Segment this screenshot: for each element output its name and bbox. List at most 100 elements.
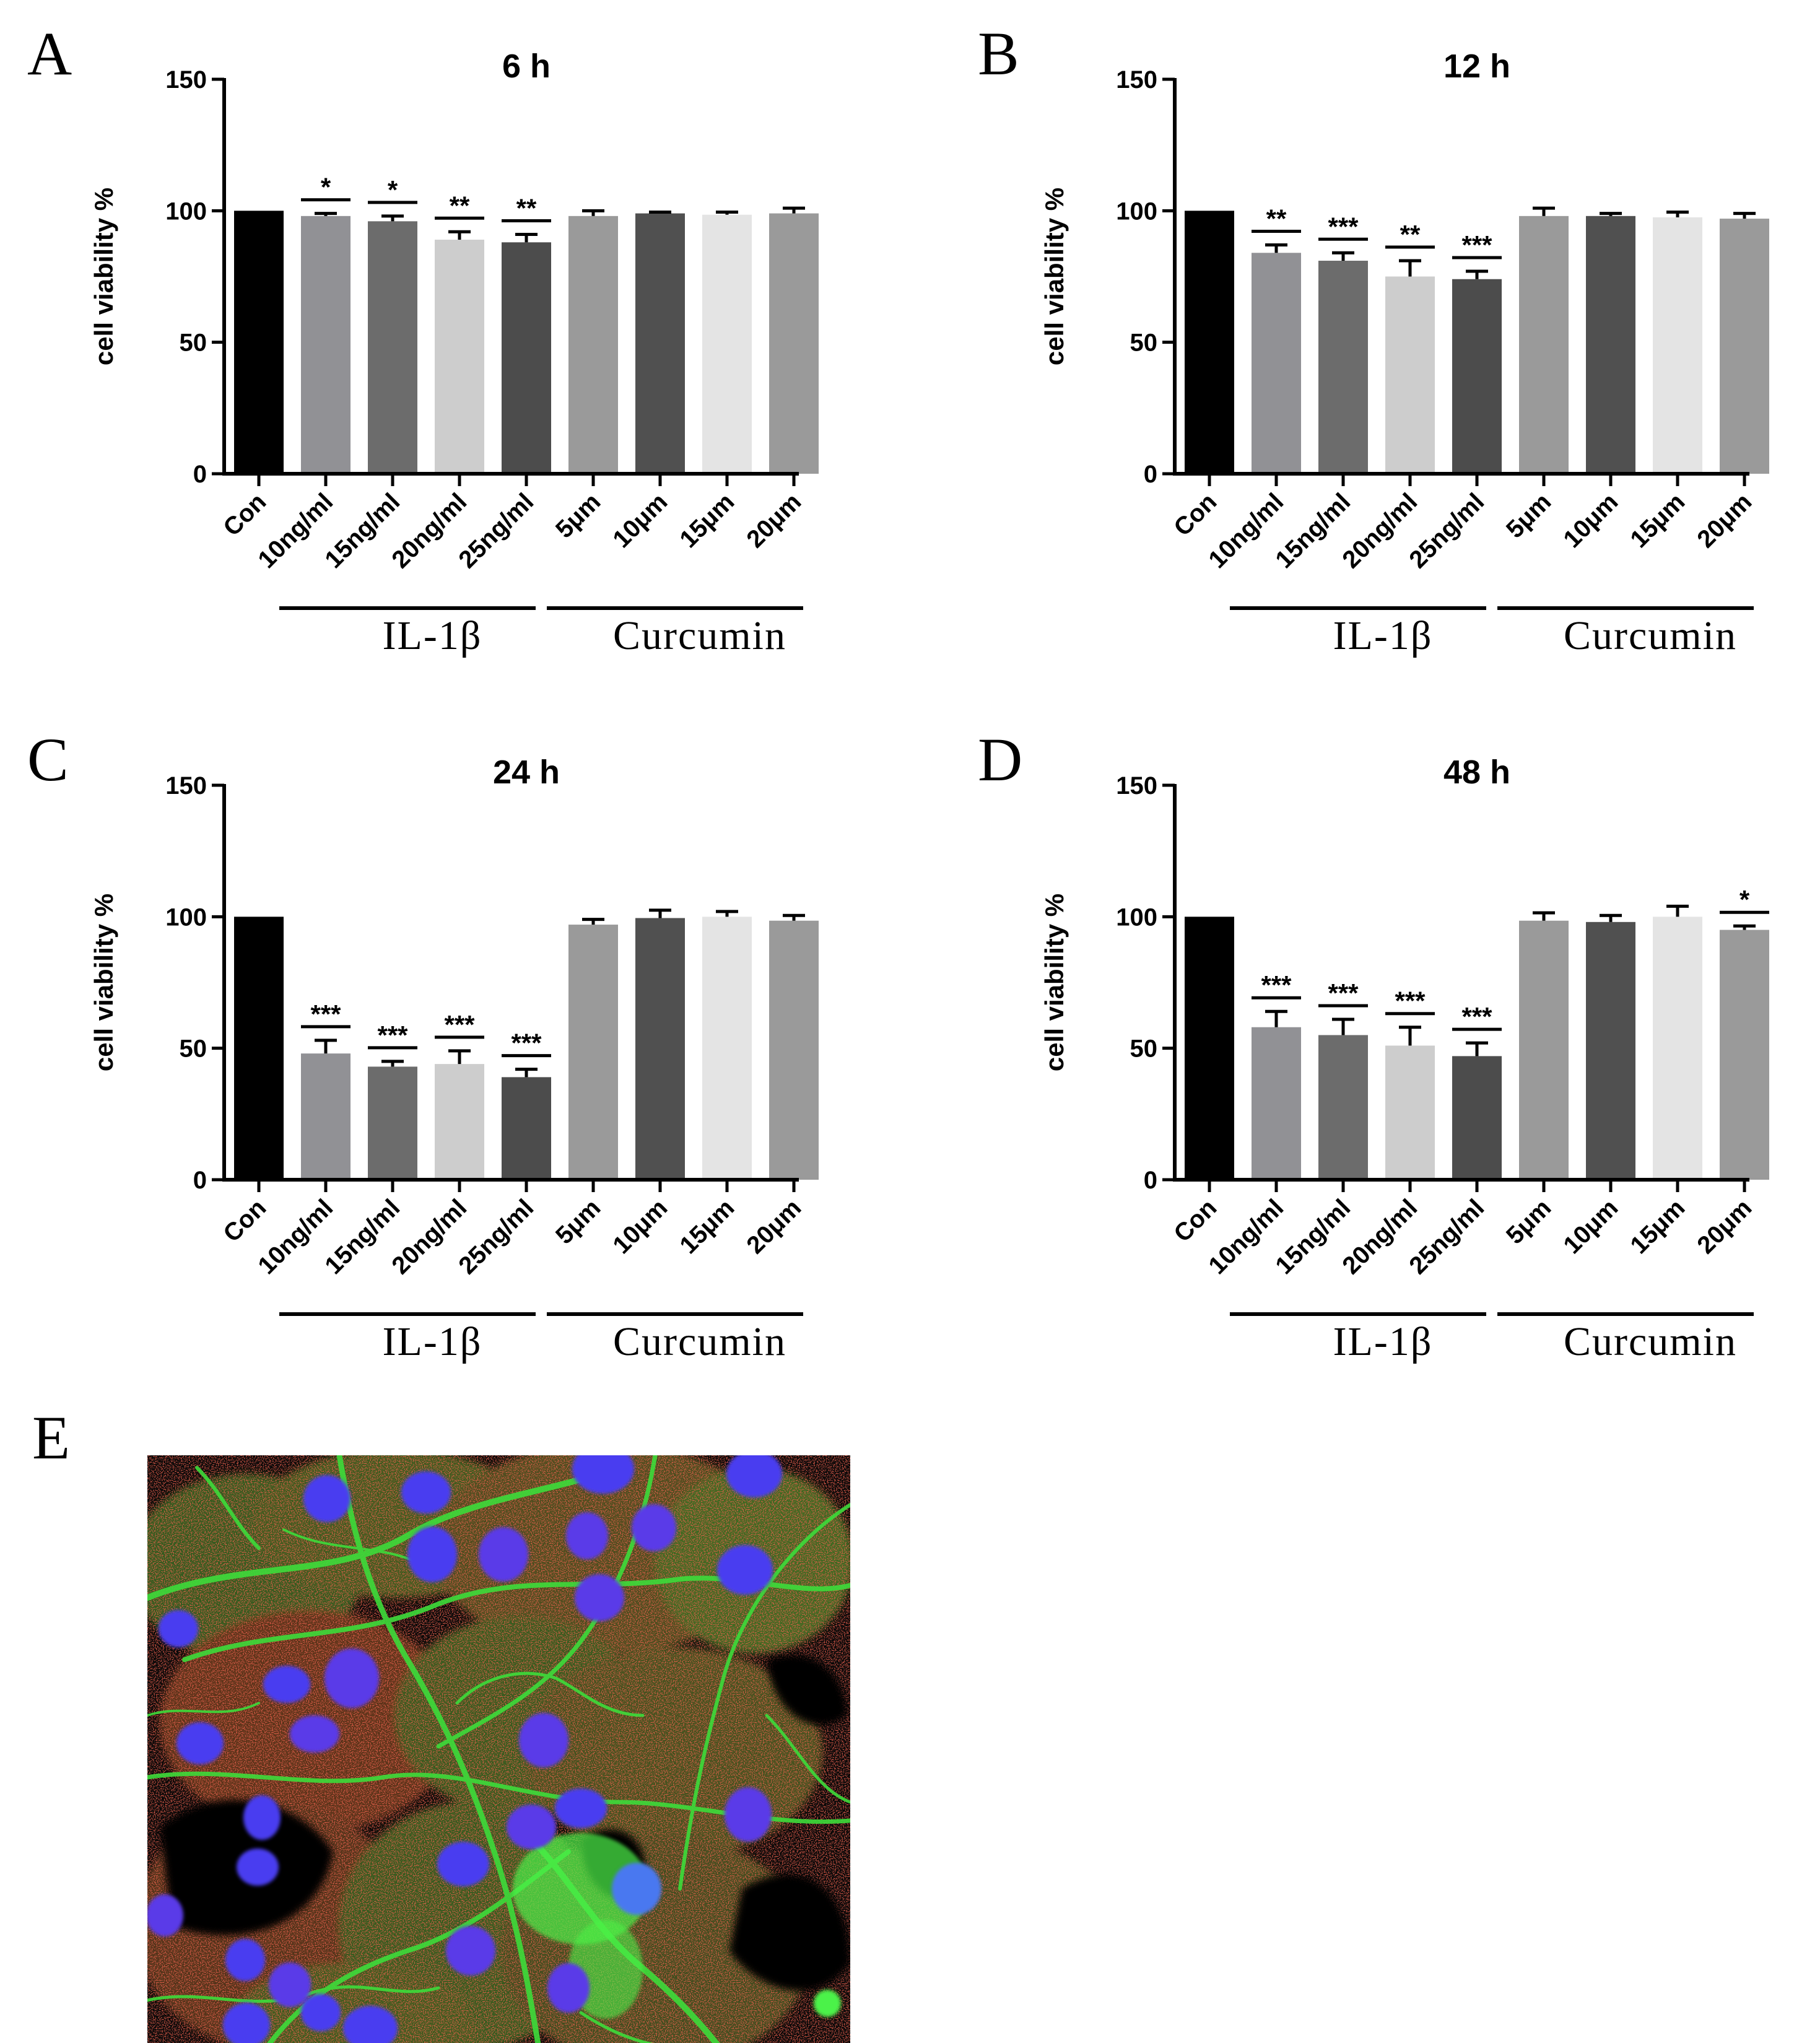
bar-10ng/ml — [1252, 1027, 1301, 1180]
significance-marker: *** — [1461, 230, 1492, 259]
nuclei — [147, 1455, 782, 2043]
significance-marker: *** — [1261, 970, 1292, 1000]
bar-20μm — [769, 213, 819, 474]
chart-title: 48 h — [1443, 754, 1510, 791]
bar-5μm — [568, 216, 618, 474]
x-tick-label: 15μm — [1625, 488, 1690, 553]
y-tick-label: 0 — [193, 461, 207, 488]
bar-15ng/ml — [1318, 261, 1368, 474]
significance-marker: * — [321, 173, 331, 202]
chart-title: 12 h — [1443, 48, 1510, 85]
y-axis-label: cell viability % — [89, 188, 118, 365]
significance-marker: *** — [1328, 212, 1359, 241]
bar-10ng/ml — [301, 1053, 351, 1180]
bar-20μm — [1720, 930, 1769, 1180]
y-tick-label: 50 — [1130, 1035, 1158, 1063]
significance-marker: *** — [511, 1029, 542, 1058]
group-label: Curcumin — [613, 1319, 786, 1364]
x-tick-label: 15μm — [1625, 1194, 1690, 1259]
y-tick-label: 150 — [1116, 772, 1157, 799]
x-tick-label: 10μm — [607, 1194, 673, 1259]
significance-marker: * — [1739, 885, 1750, 914]
x-tick-label: 5μm — [551, 488, 606, 543]
panel-letter-c: C — [27, 725, 69, 794]
y-tick-label: 50 — [180, 329, 207, 357]
bar-25ng/ml — [502, 242, 551, 474]
bar-20ng/ml — [1385, 276, 1435, 474]
bar-10μm — [1586, 921, 1635, 1180]
bar-20ng/ml — [435, 240, 484, 474]
x-tick-label: 10μm — [1558, 488, 1623, 553]
bar-10ng/ml — [301, 216, 351, 474]
x-tick-label: 15μm — [674, 1194, 739, 1259]
x-tick-label: 25ng/ml — [1404, 1194, 1489, 1279]
bar-20ng/ml — [1385, 1045, 1435, 1180]
bar-Con — [234, 211, 284, 474]
group-label: IL-1β — [1333, 613, 1433, 658]
bar-10μm — [1586, 216, 1635, 474]
y-tick-label: 100 — [1116, 904, 1157, 931]
actin-bright-spot — [513, 1833, 841, 2019]
x-tick-label: 25ng/ml — [453, 488, 539, 573]
x-tick-label: 10μm — [1558, 1194, 1623, 1259]
bar-20μm — [1720, 219, 1769, 474]
x-tick-label: 25ng/ml — [453, 1194, 539, 1279]
bar-20ng/ml — [435, 1064, 484, 1180]
significance-marker: * — [388, 175, 398, 204]
x-tick-label: 20μm — [741, 488, 806, 553]
significance-marker: *** — [377, 1021, 408, 1050]
bar-25ng/ml — [1452, 279, 1502, 474]
x-tick-label: 5μm — [551, 1194, 606, 1249]
y-tick-label: 50 — [1130, 329, 1158, 357]
y-axis-label: cell viability % — [1040, 894, 1069, 1071]
group-label: IL-1β — [383, 1319, 482, 1364]
x-tick-label: 20μm — [1692, 1194, 1757, 1259]
significance-marker: *** — [444, 1010, 475, 1039]
x-tick-label: Con — [1169, 1194, 1222, 1247]
x-tick-label: 20μm — [741, 1194, 806, 1259]
bar-Con — [1185, 917, 1234, 1180]
significance-marker: *** — [1328, 978, 1359, 1008]
group-label: IL-1β — [383, 613, 482, 658]
panel-letter-e: E — [32, 1403, 70, 1472]
y-tick-label: 150 — [1116, 66, 1157, 94]
bar-15ng/ml — [1318, 1035, 1368, 1180]
significance-marker: *** — [1461, 1002, 1492, 1031]
bar-10μm — [635, 213, 685, 474]
y-tick-label: 150 — [165, 66, 207, 94]
bar-15μm — [1653, 917, 1702, 1180]
bar-25ng/ml — [502, 1077, 551, 1180]
bar-5μm — [1519, 216, 1569, 474]
panel-letter-d: D — [978, 725, 1022, 794]
significance-marker: *** — [1395, 987, 1426, 1016]
fluorescence-micrograph — [147, 1455, 850, 2043]
significance-marker: *** — [310, 1000, 341, 1029]
y-tick-label: 100 — [165, 198, 207, 225]
group-label: IL-1β — [1333, 1319, 1433, 1364]
y-tick-label: 50 — [180, 1035, 207, 1063]
bar-5μm — [568, 925, 618, 1180]
bar-20μm — [769, 920, 819, 1180]
bar-5μm — [1519, 920, 1569, 1180]
bar-15ng/ml — [368, 1066, 417, 1180]
significance-marker: ** — [1266, 204, 1287, 233]
x-tick-label: 25ng/ml — [1404, 488, 1489, 573]
y-tick-label: 0 — [193, 1167, 207, 1194]
y-tick-label: 0 — [1144, 461, 1157, 488]
significance-marker: ** — [516, 194, 537, 223]
group-label: Curcumin — [1564, 1319, 1737, 1364]
group-label: Curcumin — [1564, 613, 1737, 658]
x-tick-label: 20μm — [1692, 488, 1757, 553]
bar-10ng/ml — [1252, 253, 1301, 474]
bar-10μm — [635, 918, 685, 1180]
x-tick-label: 10μm — [607, 488, 673, 553]
bar-15ng/ml — [368, 221, 417, 474]
x-tick-label: Con — [1169, 488, 1222, 541]
y-tick-label: 0 — [1144, 1167, 1157, 1194]
panel-letter-b: B — [978, 19, 1019, 88]
y-tick-label: 100 — [165, 904, 207, 931]
chart-title: 24 h — [493, 754, 560, 791]
y-tick-label: 100 — [1116, 198, 1157, 225]
